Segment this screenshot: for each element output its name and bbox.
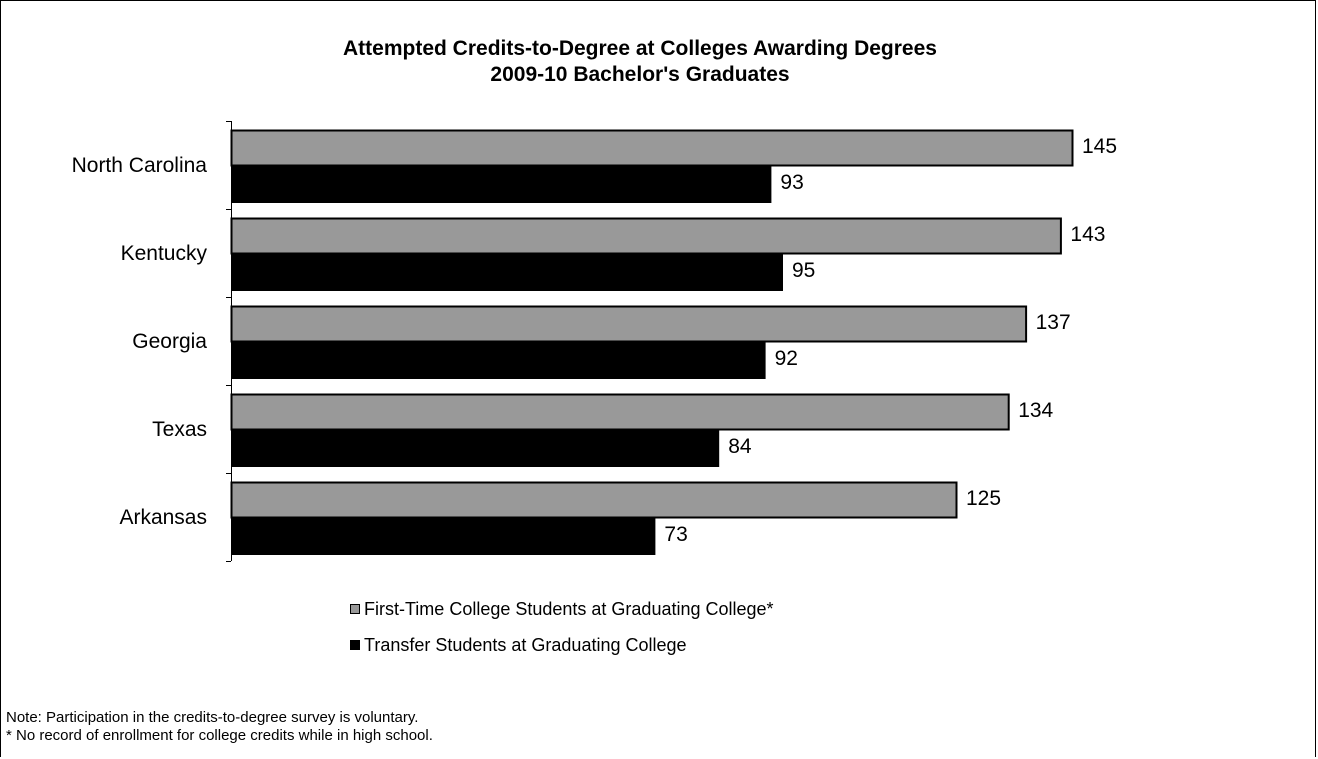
data-label: 84: [728, 435, 752, 458]
legend-label-transfer: Transfer Students at Graduating College: [364, 634, 687, 655]
legend-label-first-time: First-Time College Students at Graduatin…: [364, 598, 774, 619]
category-label: Kentucky: [121, 242, 208, 265]
legend-swatch-first-time: [350, 604, 360, 614]
chart-title-block: Attempted Credits-to-Degree at Colleges …: [0, 36, 1280, 88]
note-line-1: Note: Participation in the credits-to-de…: [6, 709, 419, 726]
bar-first-time: [230, 129, 1074, 167]
note-line-2: * No record of enrollment for college cr…: [6, 727, 433, 744]
category-label: North Carolina: [72, 154, 208, 177]
legend: First-Time College Students at Graduatin…: [350, 598, 774, 670]
data-label: 134: [1018, 399, 1053, 422]
data-label: 125: [966, 487, 1001, 510]
bar-transfer: [231, 254, 783, 291]
data-label: 93: [780, 171, 803, 194]
data-label: 92: [775, 347, 798, 370]
chart-subtitle: 2009-10 Bachelor's Graduates: [490, 63, 790, 86]
bar-transfer: [231, 518, 656, 555]
data-label: 137: [1036, 311, 1071, 334]
category-label: Arkansas: [119, 506, 207, 529]
legend-swatch-transfer: [350, 640, 360, 650]
bar-first-time: [230, 217, 1062, 255]
data-label: 95: [792, 259, 815, 282]
data-label: 73: [664, 523, 687, 546]
chart-notes: Note: Participation in the credits-to-de…: [6, 709, 433, 745]
bar-first-time: [230, 393, 1010, 431]
bar-transfer: [231, 430, 720, 467]
bar-transfer: [231, 342, 766, 379]
category-label: Texas: [152, 418, 207, 441]
category-label: Georgia: [132, 330, 207, 353]
chart-title: Attempted Credits-to-Degree at Colleges …: [343, 37, 937, 60]
legend-item-first-time: First-Time College Students at Graduatin…: [350, 598, 774, 620]
data-label: 143: [1070, 223, 1105, 246]
bar-first-time: [230, 305, 1028, 343]
bar-transfer: [231, 166, 772, 203]
data-label: 145: [1082, 135, 1117, 158]
bar-chart: North Carolina 145 93 Kentucky 143 95 Georgia 1…: [72, 121, 1117, 562]
bar-first-time: [230, 481, 958, 519]
legend-item-transfer: Transfer Students at Graduating College: [350, 634, 774, 656]
